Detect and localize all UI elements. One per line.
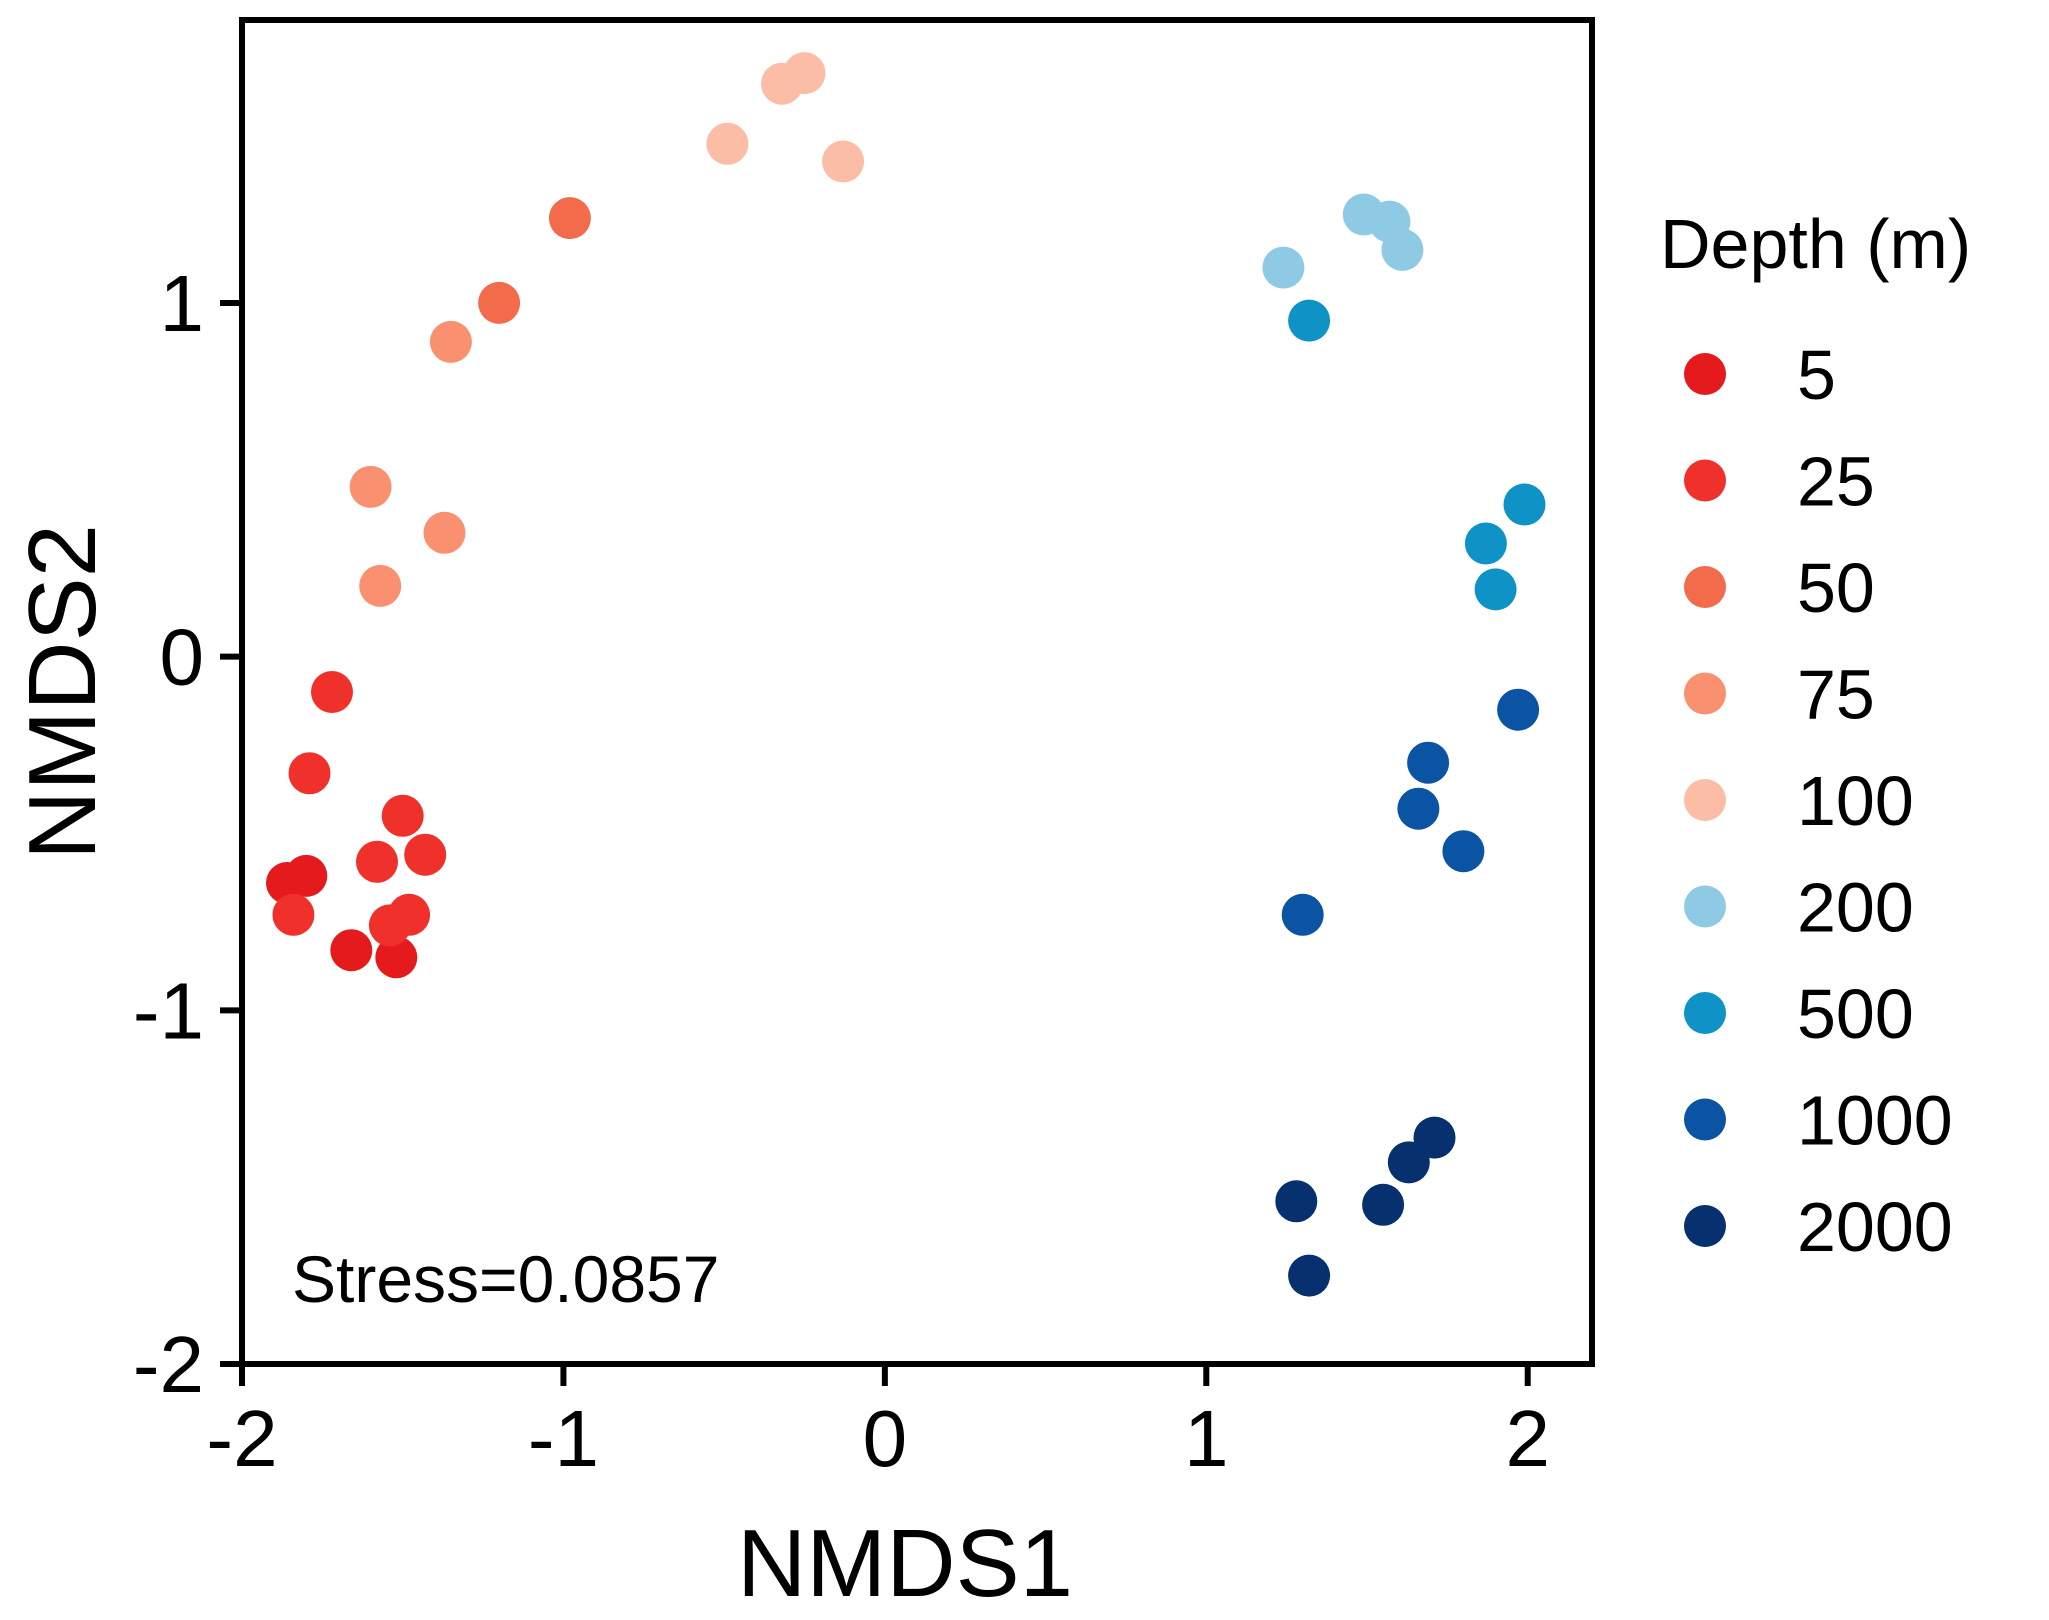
- point-depth-1000-0: [1497, 688, 1540, 731]
- stress-annotation: Stress=0.0857: [292, 1242, 719, 1316]
- x-axis: -2 -1 0 1 2: [206, 1364, 1550, 1483]
- point-depth-25-1: [288, 752, 331, 795]
- point-depth-25-7: [368, 904, 411, 947]
- point-depth-25-3: [404, 833, 447, 876]
- point-depth-25-4: [356, 840, 398, 883]
- legend-marker: [1684, 1205, 1726, 1247]
- legend-item-25: 25: [1684, 443, 1875, 521]
- point-depth-25-0: [311, 671, 353, 713]
- point-depth-75-2: [423, 511, 466, 554]
- legend-item-200: 200: [1684, 869, 1914, 947]
- y-axis: -2 -1 0 1: [133, 259, 242, 1409]
- legend-title: Depth (m): [1660, 205, 1971, 283]
- legend-item-50: 50: [1684, 549, 1875, 627]
- legend-marker: [1684, 566, 1726, 608]
- legend-label: 50: [1797, 549, 1875, 627]
- legend-label: 2000: [1797, 1188, 1953, 1266]
- point-depth-1000-2: [1397, 787, 1440, 830]
- point-depth-5-2: [330, 929, 373, 972]
- point-depth-5-1: [285, 854, 328, 897]
- point-depth-2000-1: [1387, 1141, 1430, 1184]
- legend-marker: [1684, 353, 1726, 395]
- legend-item-100: 100: [1684, 762, 1914, 840]
- legend-marker: [1684, 779, 1726, 821]
- legend-item-5: 5: [1684, 336, 1836, 414]
- point-depth-25-2: [381, 794, 424, 837]
- legend-label: 100: [1797, 762, 1914, 840]
- x-tick-label: -2: [206, 1394, 277, 1483]
- point-depth-75-0: [429, 320, 472, 363]
- legend: 5 25 50 75 100 200 500 1000 2000: [1684, 336, 1953, 1266]
- point-depth-1000-3: [1442, 830, 1485, 873]
- point-depth-25-5: [272, 893, 315, 936]
- point-depth-100-0: [706, 122, 749, 165]
- legend-marker: [1684, 885, 1726, 928]
- y-axis-title: NMDS2: [9, 524, 116, 860]
- point-depth-2000-4: [1288, 1254, 1331, 1297]
- x-tick-label: 1: [1184, 1394, 1229, 1483]
- point-depth-75-1: [349, 465, 392, 508]
- point-depth-2000-2: [1275, 1180, 1318, 1223]
- point-depth-5-3: [375, 936, 418, 979]
- legend-marker: [1684, 992, 1726, 1034]
- legend-marker: [1684, 672, 1726, 715]
- y-tick-label: -1: [133, 966, 204, 1055]
- x-tick-label: 0: [863, 1394, 908, 1483]
- point-depth-1000-4: [1281, 893, 1324, 936]
- legend-label: 200: [1797, 869, 1914, 947]
- x-tick-label: -1: [528, 1394, 599, 1483]
- point-depth-75-3: [359, 564, 402, 607]
- point-depth-500-2: [1464, 522, 1507, 565]
- legend-label: 5: [1797, 336, 1836, 414]
- legend-item-75: 75: [1684, 656, 1875, 734]
- point-depth-2000-3: [1362, 1183, 1405, 1226]
- x-tick-label: 2: [1505, 1394, 1550, 1483]
- data-points: [266, 52, 1546, 1297]
- point-depth-200-0: [1262, 246, 1305, 289]
- point-depth-200-3: [1381, 228, 1424, 271]
- legend-marker: [1684, 1098, 1726, 1141]
- point-depth-50-0: [548, 197, 591, 240]
- point-depth-50-1: [478, 281, 521, 324]
- point-depth-500-1: [1503, 483, 1546, 526]
- point-depth-500-3: [1474, 568, 1517, 611]
- legend-item-500: 500: [1684, 975, 1914, 1053]
- y-tick-label: 1: [160, 259, 205, 348]
- legend-marker: [1684, 459, 1726, 502]
- plot-frame: [239, 17, 1595, 1367]
- legend-label: 75: [1797, 656, 1875, 734]
- legend-label: 25: [1797, 443, 1875, 521]
- legend-label: 1000: [1797, 1082, 1953, 1160]
- legend-item-1000: 1000: [1684, 1082, 1953, 1160]
- point-depth-500-0: [1288, 299, 1331, 342]
- point-depth-100-3: [822, 140, 865, 183]
- y-tick-label: -2: [133, 1320, 204, 1409]
- point-depth-1000-1: [1407, 741, 1450, 784]
- legend-item-2000: 2000: [1684, 1188, 1953, 1266]
- x-axis-title: NMDS1: [737, 1510, 1073, 1617]
- point-depth-100-2: [783, 52, 826, 95]
- legend-label: 500: [1797, 975, 1914, 1053]
- y-tick-label: 0: [160, 613, 205, 702]
